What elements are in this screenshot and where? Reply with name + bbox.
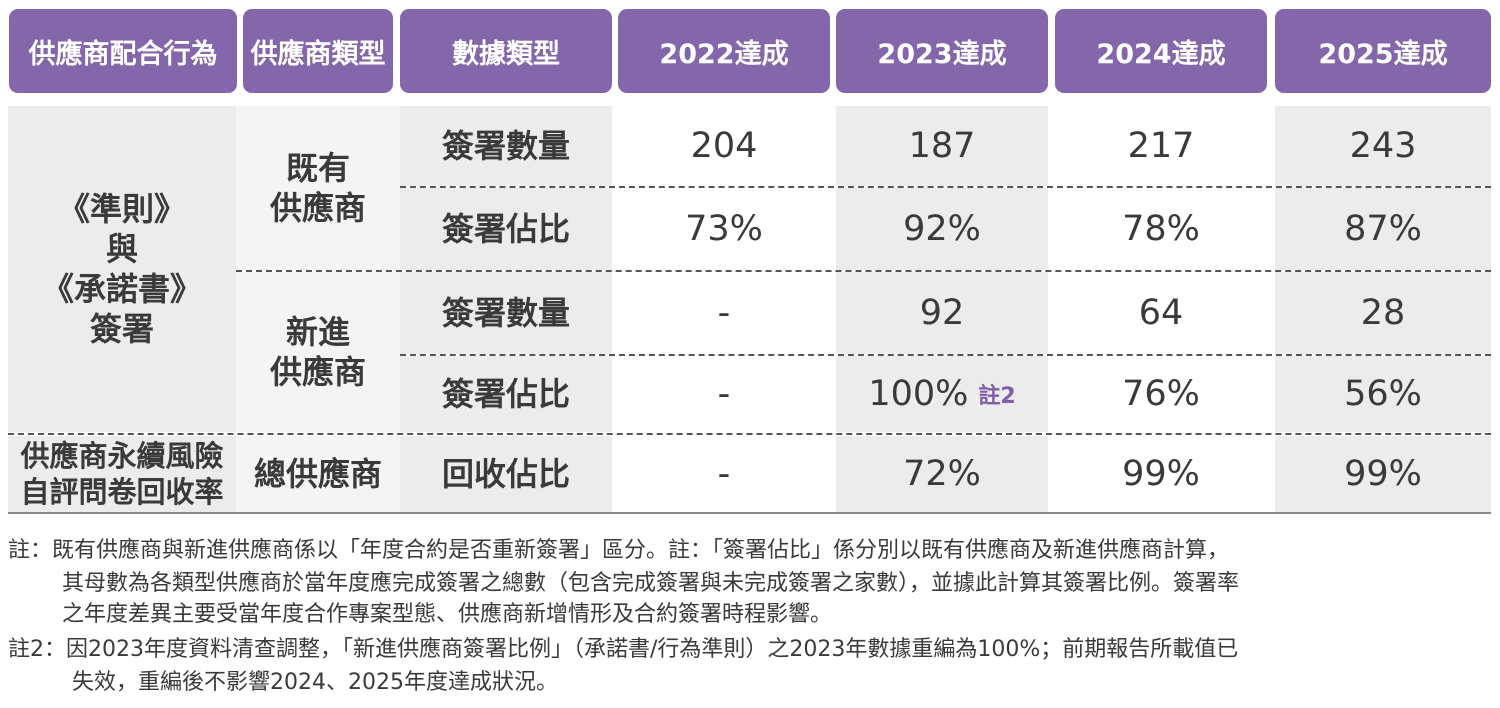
value-cell: 87% — [1275, 188, 1491, 270]
footnote-1-line2: 其母數為各類型供應商於當年度應完成簽署之總數（包含完成簽署與未完成簽署之家數），… — [62, 571, 1240, 596]
supplier-type-existing: 既有 供應商 — [236, 106, 400, 270]
value-cell: 187 — [836, 106, 1048, 186]
footnote-1-line1: 註：既有供應商與新進供應商係以「年度合約是否重新簽署」區分。註：「簽署佔比」係分… — [8, 538, 1230, 563]
value-cell: - — [717, 293, 731, 333]
footnote-1-line3: 之年度差異主要受當年度合作專案型態、供應商新增情形及合約簽署時程影響。 — [62, 602, 833, 627]
row-divider — [236, 270, 1491, 272]
value-cell: 217 — [1127, 126, 1195, 166]
row-divider — [8, 433, 1491, 435]
value-cell: 78% — [1122, 209, 1200, 249]
value-cell: 92 — [836, 272, 1048, 354]
value-cell: 72% — [836, 436, 1048, 512]
header-2025: 2025達成 — [1275, 9, 1491, 93]
data-type-cell: 簽署數量 — [400, 272, 612, 354]
supplier-type-total: 總供應商 — [236, 436, 400, 512]
value-cell: 92% — [836, 188, 1048, 270]
table-bottom-line — [8, 512, 1491, 514]
row-divider — [400, 186, 1491, 188]
behavior-signing-line2: 與 — [105, 230, 138, 268]
behavior-signing-line1: 《準則》 — [57, 190, 186, 228]
supplier-existing-line1: 既有 — [285, 149, 350, 187]
supplier-type-new: 新進 供應商 — [236, 272, 400, 432]
behavior-signing-line4: 簽署 — [89, 310, 154, 348]
value-cell: 99% — [1122, 454, 1200, 494]
footnote-2-line1: 註2：因2023年度資料清查調整，「新進供應商簽署比例」（承諾書/行為準則）之2… — [8, 637, 1239, 662]
supplier-new-line2: 供應商 — [269, 353, 366, 391]
value-cell: 99% — [1275, 436, 1491, 512]
value-cell: 76% — [1122, 374, 1200, 414]
value-cell: 64 — [1138, 293, 1184, 333]
header-data-type: 數據類型 — [400, 9, 612, 93]
value-cell: 73% — [685, 209, 763, 249]
behavior-signing-line3: 《承諾書》 — [41, 270, 202, 308]
row-divider — [400, 354, 1491, 356]
value-cell: - — [717, 454, 731, 494]
header-2024: 2024達成 — [1055, 9, 1267, 93]
behavior-signing: 《準則》 與 《承諾書》 簽署 — [8, 106, 236, 432]
value-cell: 56% — [1275, 356, 1491, 432]
data-type-cell: 簽署佔比 — [400, 188, 612, 270]
value-text: 100% — [868, 374, 969, 414]
behavior-survey-line1: 供應商永續風險 — [20, 439, 224, 473]
value-cell-with-note: 100% 註2 — [836, 356, 1048, 432]
value-cell: 243 — [1275, 106, 1491, 186]
footnote-marker: 註2 — [978, 384, 1016, 409]
header-2022: 2022達成 — [618, 9, 830, 93]
data-type-cell: 簽署數量 — [400, 106, 612, 186]
supplier-new-line1: 新進 — [285, 313, 350, 351]
value-cell: - — [717, 374, 731, 414]
footnote-2-line2: 失效，重編後不影響2024、2025年度達成狀況。 — [72, 670, 558, 695]
header-supplier-type: 供應商類型 — [243, 9, 393, 93]
header-2023: 2023達成 — [836, 9, 1048, 93]
value-cell: 28 — [1275, 272, 1491, 354]
header-behavior: 供應商配合行為 — [9, 9, 237, 93]
data-type-cell: 簽署佔比 — [400, 356, 612, 432]
data-type-cell: 回收佔比 — [400, 436, 612, 512]
value-cell: 204 — [690, 126, 758, 166]
behavior-survey-line2: 自評問卷回收率 — [20, 475, 224, 509]
supplier-existing-line2: 供應商 — [269, 189, 366, 227]
behavior-survey: 供應商永續風險 自評問卷回收率 — [8, 436, 236, 512]
